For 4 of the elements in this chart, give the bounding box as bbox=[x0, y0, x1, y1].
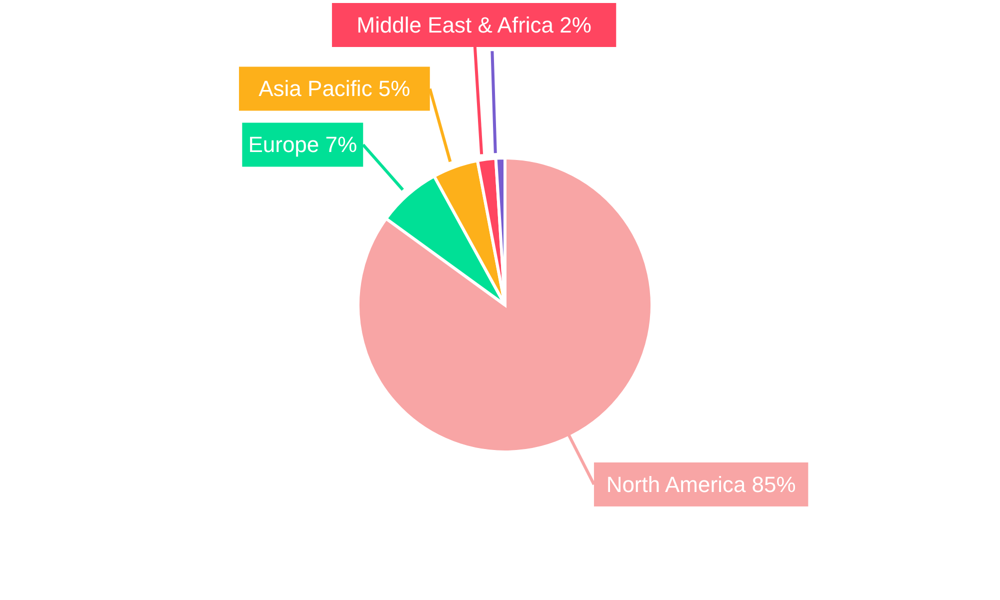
slice-label: Middle East & Africa 2% bbox=[356, 12, 592, 38]
slice-label: Europe 7% bbox=[248, 132, 358, 158]
slice-label: Asia Pacific 5% bbox=[258, 76, 410, 102]
slice-label: North America 85% bbox=[606, 472, 796, 497]
